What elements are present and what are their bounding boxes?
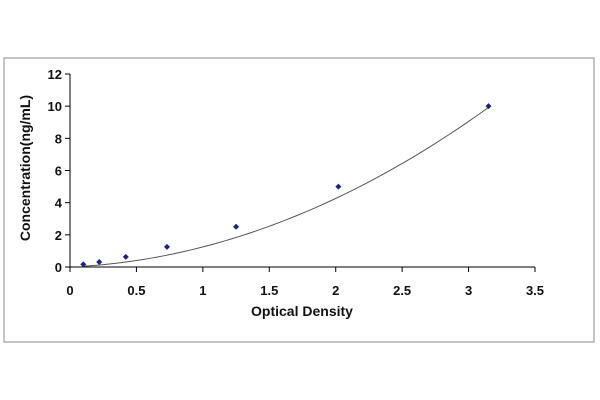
y-tick-label: 2	[55, 228, 62, 243]
y-tick-label: 8	[55, 131, 62, 146]
x-tick-label: 1.5	[260, 283, 278, 298]
y-tick-label: 6	[55, 164, 62, 179]
data-point	[485, 103, 492, 110]
x-tick-label: 1	[199, 283, 206, 298]
y-axis-ticks: 0 2 4 6 8 10 12	[48, 67, 70, 275]
fit-curve	[83, 107, 489, 267]
x-axis-ticks: 0 0.5 1 1.5 2 2.5 3 3.5	[66, 267, 544, 298]
y-tick-label: 12	[48, 67, 62, 82]
plot-area: 0 0.5 1 1.5 2 2.5 3 3.5 0 2 4 6 8 10 12	[48, 67, 545, 298]
chart-area-border	[3, 57, 595, 343]
x-tick-label: 2	[332, 283, 339, 298]
data-point	[122, 253, 129, 260]
x-tick-label: 3	[465, 283, 472, 298]
x-tick-label: 2.5	[393, 283, 411, 298]
data-point	[163, 243, 170, 250]
y-tick-label: 10	[48, 99, 62, 114]
data-point	[80, 261, 87, 268]
y-axis-title: Concentration(ng/mL)	[17, 95, 33, 241]
data-point	[233, 223, 240, 230]
data-point	[335, 183, 342, 190]
y-tick-label: 0	[55, 260, 62, 275]
y-tick-label: 4	[55, 196, 63, 211]
x-tick-label: 0	[66, 283, 73, 298]
x-axis-title: Optical Density	[251, 303, 353, 319]
data-points	[80, 103, 492, 268]
data-point	[96, 259, 103, 266]
x-tick-label: 0.5	[127, 283, 145, 298]
x-tick-label: 3.5	[526, 283, 544, 298]
